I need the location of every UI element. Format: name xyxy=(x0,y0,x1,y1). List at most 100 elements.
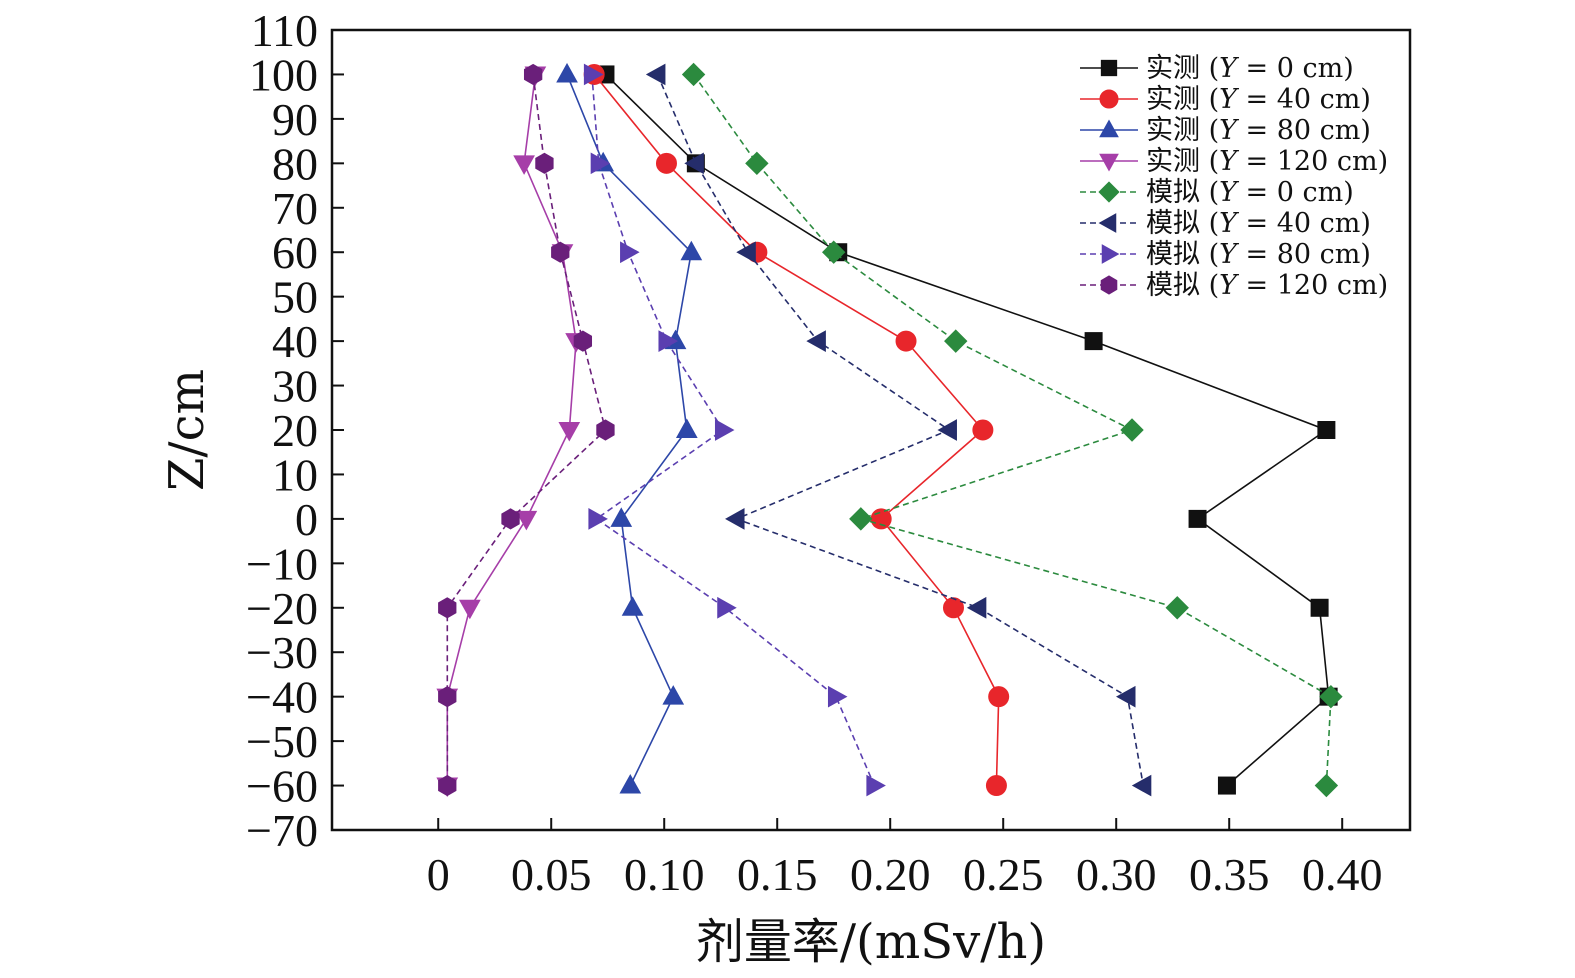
y-tick-label: 80 xyxy=(272,138,318,189)
data-point xyxy=(714,419,735,441)
data-point xyxy=(610,507,633,527)
data-point xyxy=(573,330,593,352)
y-tick-label: −50 xyxy=(246,716,318,767)
legend-item: 实测 (Y = 80 cm) xyxy=(1080,115,1371,146)
data-point xyxy=(583,63,604,86)
data-point xyxy=(725,508,745,530)
data-point xyxy=(1084,332,1103,351)
y-tick-label: 50 xyxy=(272,272,318,323)
y-tick-label: 60 xyxy=(272,227,318,278)
series-8 xyxy=(438,63,615,797)
y-tick-label: −10 xyxy=(246,538,318,589)
data-point xyxy=(944,329,968,353)
series-3 xyxy=(556,62,703,794)
data-point xyxy=(1115,685,1136,708)
data-point xyxy=(1310,598,1329,617)
y-tick-label: −20 xyxy=(246,583,318,634)
data-point xyxy=(438,686,457,708)
data-point xyxy=(827,685,848,708)
data-point xyxy=(620,241,640,264)
x-tick-label: 0.25 xyxy=(963,849,1044,900)
data-point xyxy=(551,241,570,263)
legend-marker xyxy=(1101,244,1120,264)
data-point xyxy=(684,152,704,175)
legend-item: 模拟 (Y = 0 cm) xyxy=(1080,177,1354,208)
series-line xyxy=(446,74,607,786)
y-tick-label: −60 xyxy=(246,761,318,812)
legend-marker xyxy=(1098,181,1120,203)
series-layer xyxy=(436,62,1343,798)
series-line xyxy=(566,74,693,786)
data-point xyxy=(535,152,554,174)
data-point xyxy=(972,419,994,441)
data-point xyxy=(681,62,706,87)
data-point xyxy=(1165,596,1189,620)
legend: 实测 (Y = 0 cm)实测 (Y = 40 cm)实测 (Y = 80 cm… xyxy=(1080,53,1388,301)
data-point xyxy=(655,152,677,174)
data-point xyxy=(556,62,578,83)
legend-label: 实测 (Y = 0 cm) xyxy=(1146,53,1354,84)
data-point xyxy=(966,596,987,619)
y-tick-label: 90 xyxy=(272,94,318,145)
legend-marker xyxy=(1100,275,1118,295)
y-axis-title: Z/cm xyxy=(159,369,215,491)
legend-marker xyxy=(1099,89,1119,109)
data-point xyxy=(849,507,873,531)
y-tick-label: 110 xyxy=(251,5,318,56)
legend-marker xyxy=(1099,153,1119,172)
data-point xyxy=(590,152,611,175)
legend-marker xyxy=(1100,59,1118,77)
legend-item: 模拟 (Y = 120 cm) xyxy=(1080,270,1388,301)
data-point xyxy=(1120,418,1144,442)
legend-item: 模拟 (Y = 40 cm) xyxy=(1080,208,1371,239)
legend-label: 模拟 (Y = 0 cm) xyxy=(1146,177,1354,208)
legend-marker xyxy=(1098,213,1117,233)
x-tick-label: 0.10 xyxy=(624,849,705,900)
legend-label: 实测 (Y = 120 cm) xyxy=(1146,146,1388,177)
data-point xyxy=(1317,421,1336,439)
legend-item: 实测 (Y = 40 cm) xyxy=(1080,84,1371,115)
series-line xyxy=(446,74,577,786)
data-point xyxy=(438,774,457,797)
data-point xyxy=(745,151,769,176)
data-point xyxy=(866,774,886,797)
data-point xyxy=(937,419,957,441)
y-tick-label: 10 xyxy=(272,449,318,500)
data-point xyxy=(1131,774,1152,797)
data-point xyxy=(942,597,964,619)
x-tick-label: 0.30 xyxy=(1076,849,1157,900)
y-tick-label: 0 xyxy=(295,494,318,545)
legend-label: 模拟 (Y = 80 cm) xyxy=(1146,239,1371,270)
y-axis-ticks: −70−60−50−40−30−20−100102030405060708090… xyxy=(246,5,344,856)
series-4 xyxy=(436,66,587,798)
data-point xyxy=(988,686,1010,708)
legend-label: 实测 (Y = 80 cm) xyxy=(1146,115,1371,146)
legend-label: 模拟 (Y = 120 cm) xyxy=(1146,270,1388,301)
data-point xyxy=(1319,684,1343,709)
data-point xyxy=(513,155,535,175)
data-point xyxy=(459,599,481,620)
data-point xyxy=(985,775,1007,797)
data-point xyxy=(621,596,644,616)
data-point xyxy=(558,422,581,442)
y-tick-label: 70 xyxy=(272,183,318,234)
data-point xyxy=(515,510,538,531)
y-tick-label: −30 xyxy=(246,627,318,678)
data-point xyxy=(658,330,679,352)
legend-label: 模拟 (Y = 40 cm) xyxy=(1146,208,1371,239)
x-tick-label: 0 xyxy=(427,849,450,900)
x-axis-ticks: 0 0.05 0.10 0.15 0.20 0.25 0.30 0.35 0.40 xyxy=(427,818,1383,900)
y-tick-label: −70 xyxy=(246,805,318,856)
legend-label: 实测 (Y = 40 cm) xyxy=(1146,84,1371,115)
x-tick-label: 0.05 xyxy=(511,849,592,900)
data-point xyxy=(619,774,642,794)
y-tick-label: 20 xyxy=(272,405,318,456)
x-tick-label: 0.40 xyxy=(1302,849,1383,900)
data-point xyxy=(1314,773,1339,798)
data-point xyxy=(806,330,826,352)
data-point xyxy=(1188,509,1207,528)
data-point xyxy=(870,508,892,530)
data-point xyxy=(596,419,615,441)
x-axis-title: 剂量率/(mSv/h) xyxy=(696,914,1046,970)
